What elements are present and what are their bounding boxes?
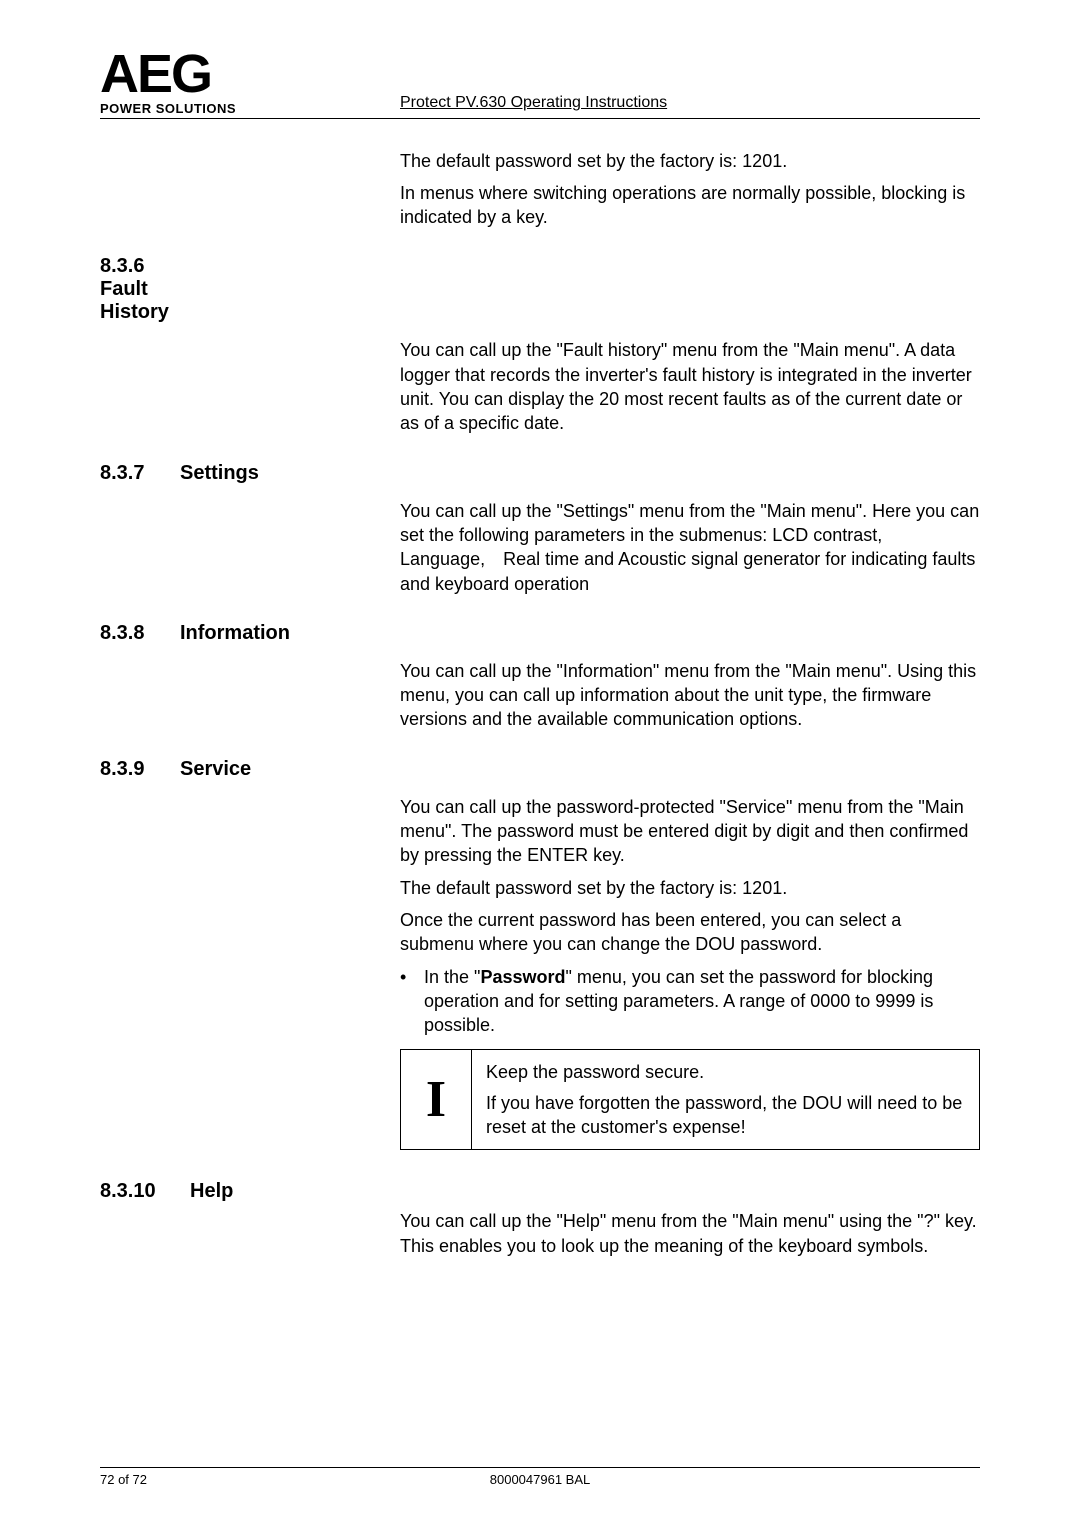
section-836-num: 8.3.6 Fault History: [100, 255, 180, 324]
s8310-p1: You can call up the "Help" menu from the…: [400, 1209, 980, 1258]
page-footer: 72 of 72 8000047961 BAL: [100, 1467, 980, 1487]
logo-main: AEG: [100, 50, 280, 99]
doc-title: Protect PV.630 Operating Instructions: [400, 94, 667, 116]
s839-p3: Once the current password has been enter…: [400, 908, 980, 957]
section-837-header: 8.3.7 Settings: [100, 462, 980, 485]
footer-center: 8000047961 BAL: [490, 1472, 590, 1487]
info-text: Keep the password secure. If you have fo…: [472, 1050, 979, 1149]
s839-bullet-text: In the "Password" menu, you can set the …: [424, 965, 980, 1038]
page-header: AEG POWER SOLUTIONS Protect PV.630 Opera…: [100, 50, 980, 119]
section-839-header: 8.3.9 Service: [100, 758, 980, 781]
section-838-num: 8.3.8: [100, 622, 180, 645]
section-838-header: 8.3.8 Information: [100, 622, 980, 645]
info-box: I Keep the password secure. If you have …: [400, 1049, 980, 1150]
s836-p1: You can call up the "Fault history" menu…: [400, 338, 980, 435]
footer-left: 72 of 72: [100, 1472, 147, 1487]
info-icon: I: [401, 1050, 472, 1149]
info-line1: Keep the password secure.: [486, 1060, 965, 1084]
section-8310-title: Help: [190, 1180, 233, 1203]
section-839-title: Service: [180, 758, 251, 781]
s839-bullet: • In the "Password" menu, you can set th…: [400, 965, 980, 1038]
intro-p2: In menus where switching operations are …: [400, 181, 980, 230]
page: AEG POWER SOLUTIONS Protect PV.630 Opera…: [0, 0, 1080, 1527]
section-839-num: 8.3.9: [100, 758, 180, 781]
section-837-num: 8.3.7: [100, 462, 180, 485]
s838-p1: You can call up the "Information" menu f…: [400, 659, 980, 732]
intro-p1: The default password set by the factory …: [400, 149, 980, 173]
logo-sub: POWER SOLUTIONS: [100, 101, 280, 116]
s839-p2: The default password set by the factory …: [400, 876, 980, 900]
info-line2: If you have forgotten the password, the …: [486, 1091, 965, 1140]
section-838-title: Information: [180, 622, 290, 645]
section-8310-header: 8.3.10 Help: [100, 1180, 980, 1203]
s839-p1: You can call up the password-protected "…: [400, 795, 980, 868]
content: The default password set by the factory …: [100, 149, 980, 1258]
logo-block: AEG POWER SOLUTIONS: [100, 50, 280, 116]
s837-p1: You can call up the "Settings" menu from…: [400, 499, 980, 596]
section-8310-num: 8.3.10: [100, 1180, 190, 1203]
section-836-header: 8.3.6 Fault History: [100, 255, 980, 324]
section-837-title: Settings: [180, 462, 259, 485]
bullet-icon: •: [400, 965, 424, 1038]
